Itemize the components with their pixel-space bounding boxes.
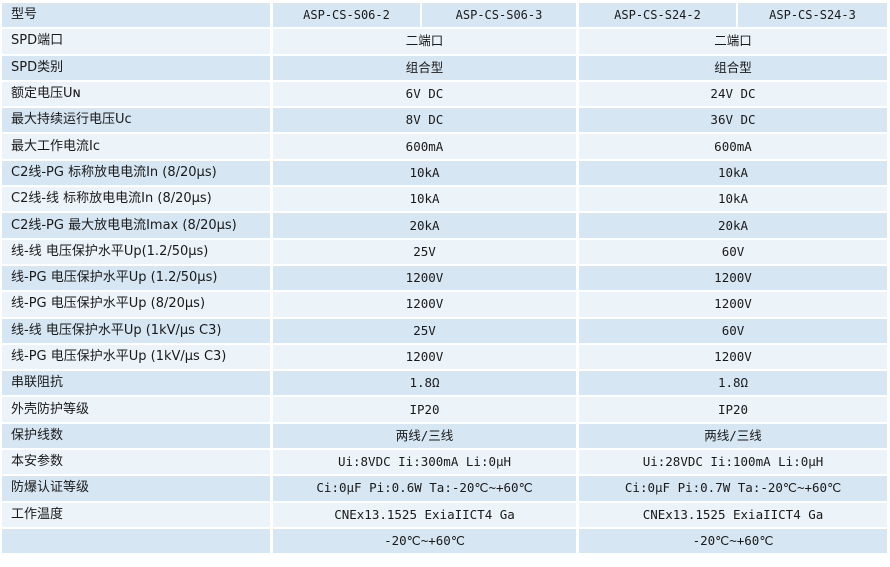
spec-value-s24: 二端口 xyxy=(576,29,887,56)
spec-label: C2线-PG 标称放电电流In (8/20μs) xyxy=(2,160,270,188)
model-name: ASP-CS-S24-2 xyxy=(576,3,736,30)
spec-row: 工作温度 CNEx13.1525 ExiaIICT4 Ga CNEx13.1525 … xyxy=(2,502,887,529)
spec-label: 外壳防护等级 xyxy=(2,397,270,424)
header-row: 型号 ASP-CS-S06-2 ASP-CS-S06-3 ASP-CS-S24-… xyxy=(2,3,887,30)
spec-row: 外壳防护等级 IP20 IP20 xyxy=(2,397,887,424)
spec-value-s24: Ui:28VDC Ii:100mA Li:0μH xyxy=(576,450,887,477)
spec-value-s24: 24V DC xyxy=(576,81,887,109)
spec-value-s24: -20℃~+60℃ xyxy=(576,528,887,556)
spec-value-s24: 36V DC xyxy=(576,108,887,135)
spec-value-s06: 1200V xyxy=(270,344,576,372)
spec-value-s06: 25V xyxy=(270,318,576,345)
header-label: 型号 xyxy=(2,3,270,30)
spec-label: 线-PG 电压保护水平Up (1kV/μs C3) xyxy=(2,344,270,372)
spec-label: C2线-PG 最大放电电流Imax (8/20μs) xyxy=(2,213,270,240)
model-name: ASP-CS-S06-3 xyxy=(420,3,576,30)
spec-value-s06: 两线/三线 xyxy=(270,423,576,451)
spec-row: SPD端口 二端口 二端口 xyxy=(2,29,887,56)
spec-value-s06: 1200V xyxy=(270,292,576,319)
spec-row: 线-PG 电压保护水平Up (1.2/50μs) 1200V 1200V xyxy=(2,265,887,293)
spec-row: C2线-PG 标称放电电流In (8/20μs) 10kA 10kA xyxy=(2,160,887,188)
spec-label: 最大工作电流Ic xyxy=(2,134,270,161)
spec-table: 型号 ASP-CS-S06-2 ASP-CS-S06-3 ASP-CS-S24-… xyxy=(2,3,887,556)
spec-row: 本安参数 Ui:8VDC Ii:300mA Li:0μH Ui:28VDC Ii:1… xyxy=(2,450,887,477)
spec-value-s24: 1200V xyxy=(576,344,887,372)
spec-value-s24: IP20 xyxy=(576,397,887,424)
spec-row: 线-线 电压保护水平Up(1.2/50μs) 25V 60V xyxy=(2,239,887,266)
spec-row: 最大持续运行电压Uc 8V DC 36V DC xyxy=(2,108,887,135)
spec-value-s24: CNEx13.1525 ExiaIICT4 Ga xyxy=(576,502,887,529)
spec-row: SPD类别 组合型 组合型 xyxy=(2,55,887,82)
spec-row: 防爆认证等级 Ci:0μF Pi:0.6W Ta:-20℃~+60℃ Ci:0μF … xyxy=(2,476,887,503)
spec-label: 保护线数 xyxy=(2,423,270,451)
spec-value-s06: 1200V xyxy=(270,265,576,293)
spec-value-s24: 10kA xyxy=(576,187,887,214)
model-name: ASP-CS-S06-2 xyxy=(270,3,420,30)
spec-label: SPD端口 xyxy=(2,29,270,56)
spec-row: -20℃~+60℃ -20℃~+60℃ xyxy=(2,528,887,556)
spec-row: 线-PG 电压保护水平Up (1kV/μs C3) 1200V 1200V xyxy=(2,344,887,372)
spec-value-s06: 20kA xyxy=(270,213,576,240)
spec-value-s24: 1.8Ω xyxy=(576,371,887,398)
spec-value-s24: Ci:0μF Pi:0.7W Ta:-20℃~+60℃ xyxy=(576,476,887,503)
spec-label: 线-PG 电压保护水平Up (8/20μs) xyxy=(2,292,270,319)
spec-row: C2线-线 标称放电电流In (8/20μs) 10kA 10kA xyxy=(2,187,887,214)
spec-value-s06: 6V DC xyxy=(270,81,576,109)
spec-value-s24: 600mA xyxy=(576,134,887,161)
model-name: ASP-CS-S24-3 xyxy=(736,3,887,30)
spec-row: 线-线 电压保护水平Up (1kV/μs C3) 25V 60V xyxy=(2,318,887,345)
spec-row: 保护线数 两线/三线 两线/三线 xyxy=(2,423,887,451)
spec-row: 额定电压Uɴ 6V DC 24V DC xyxy=(2,81,887,109)
spec-label: 线-线 电压保护水平Up (1kV/μs C3) xyxy=(2,318,270,345)
spec-label: 线-PG 电压保护水平Up (1.2/50μs) xyxy=(2,265,270,293)
spec-label: SPD类别 xyxy=(2,55,270,82)
spec-value-s24: 10kA xyxy=(576,160,887,188)
spec-value-s06: CNEx13.1525 ExiaIICT4 Ga xyxy=(270,502,576,529)
spec-value-s06: -20℃~+60℃ xyxy=(270,528,576,556)
spec-value-s06: 8V DC xyxy=(270,108,576,135)
spec-label xyxy=(2,528,270,556)
spec-label: 额定电压Uɴ xyxy=(2,81,270,109)
spec-row: 线-PG 电压保护水平Up (8/20μs) 1200V 1200V xyxy=(2,292,887,319)
spec-table-body: 型号 ASP-CS-S06-2 ASP-CS-S06-3 ASP-CS-S24-… xyxy=(2,3,887,556)
spec-value-s06: 600mA xyxy=(270,134,576,161)
spec-label: 工作温度 xyxy=(2,502,270,529)
spec-row: 最大工作电流Ic 600mA 600mA xyxy=(2,134,887,161)
spec-row: 串联阻抗 1.8Ω 1.8Ω xyxy=(2,371,887,398)
spec-value-s24: 60V xyxy=(576,239,887,266)
spec-value-s06: 二端口 xyxy=(270,29,576,56)
spec-value-s06: 10kA xyxy=(270,187,576,214)
spec-value-s24: 组合型 xyxy=(576,55,887,82)
spec-label: 串联阻抗 xyxy=(2,371,270,398)
spec-value-s06: 25V xyxy=(270,239,576,266)
spec-value-s06: Ui:8VDC Ii:300mA Li:0μH xyxy=(270,450,576,477)
spec-label: 防爆认证等级 xyxy=(2,476,270,503)
spec-value-s24: 1200V xyxy=(576,265,887,293)
spec-row: C2线-PG 最大放电电流Imax (8/20μs) 20kA 20kA xyxy=(2,213,887,240)
spec-value-s06: 组合型 xyxy=(270,55,576,82)
spec-label: 本安参数 xyxy=(2,450,270,477)
spec-value-s06: Ci:0μF Pi:0.6W Ta:-20℃~+60℃ xyxy=(270,476,576,503)
spec-value-s06: IP20 xyxy=(270,397,576,424)
spec-value-s24: 两线/三线 xyxy=(576,423,887,451)
spec-label: 线-线 电压保护水平Up(1.2/50μs) xyxy=(2,239,270,266)
spec-value-s06: 1.8Ω xyxy=(270,371,576,398)
spec-label: 最大持续运行电压Uc xyxy=(2,108,270,135)
spec-value-s24: 1200V xyxy=(576,292,887,319)
spec-label: C2线-线 标称放电电流In (8/20μs) xyxy=(2,187,270,214)
spec-value-s06: 10kA xyxy=(270,160,576,188)
spec-value-s24: 20kA xyxy=(576,213,887,240)
spec-value-s24: 60V xyxy=(576,318,887,345)
